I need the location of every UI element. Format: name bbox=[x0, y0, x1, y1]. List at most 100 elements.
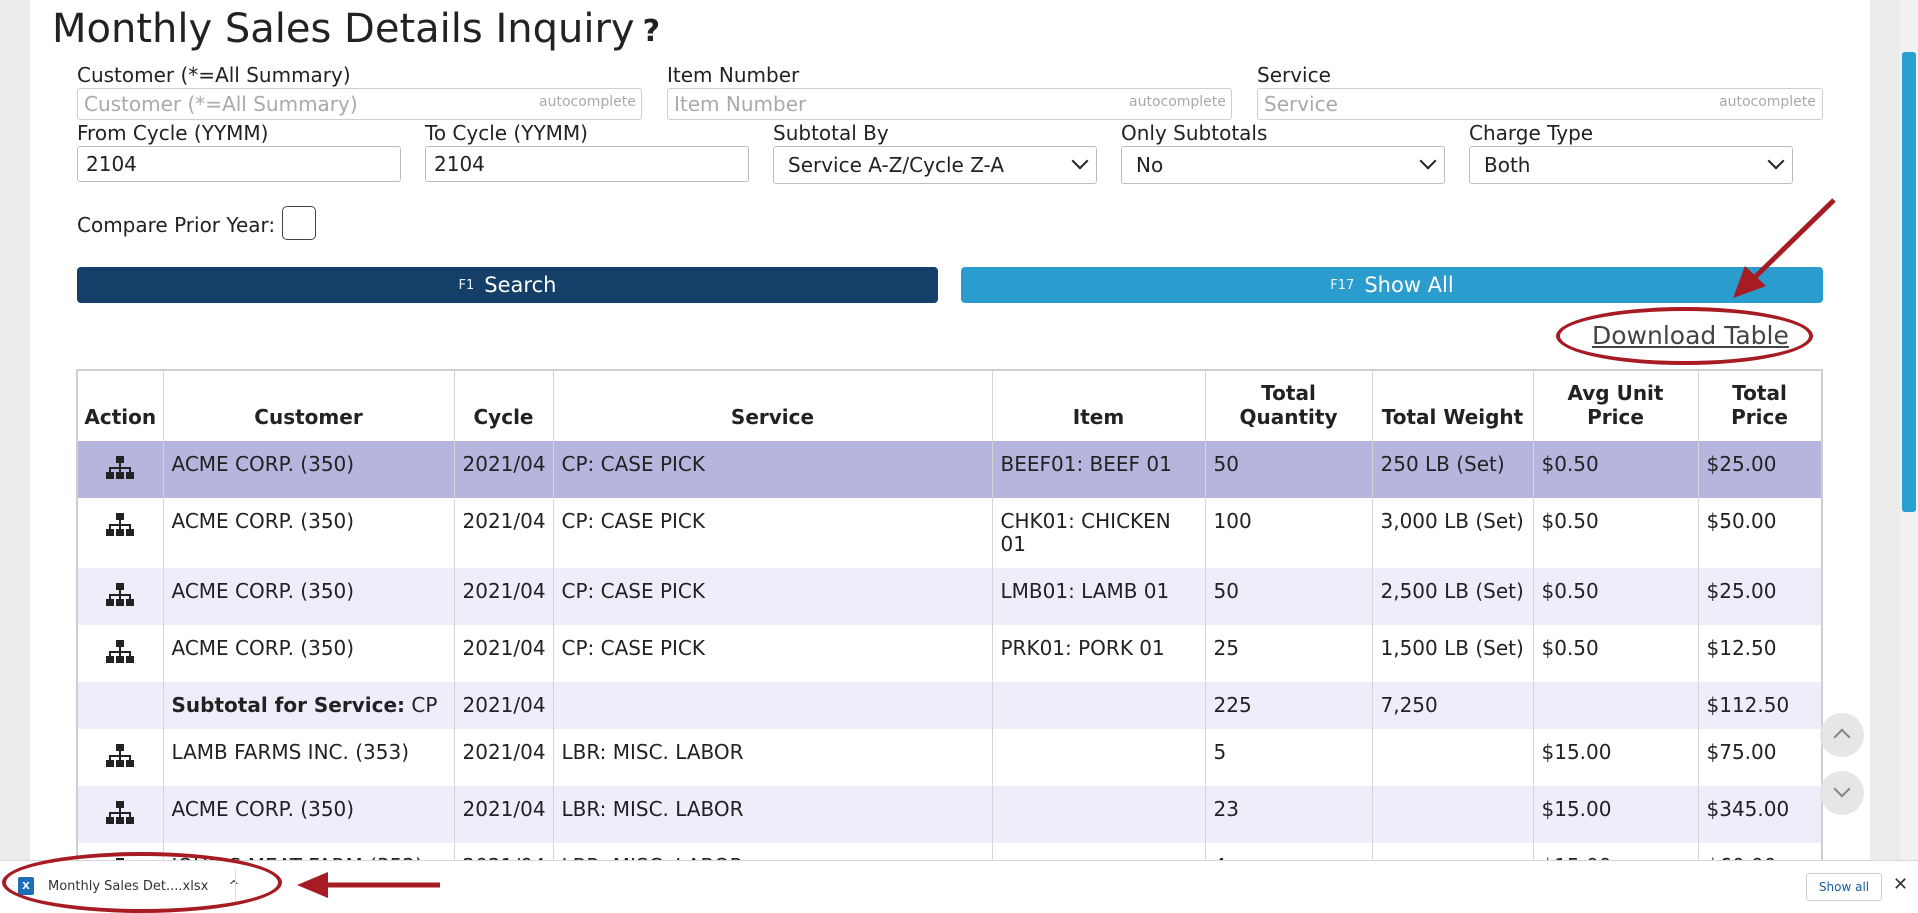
hierarchy-icon[interactable] bbox=[105, 582, 135, 608]
quantity-cell: 225 bbox=[1205, 682, 1373, 729]
weight-cell: 1,500 LB (Set) bbox=[1372, 625, 1534, 682]
service-input[interactable] bbox=[1257, 88, 1823, 120]
quantity-cell: 5 bbox=[1205, 729, 1373, 786]
avg-price-cell: $0.50 bbox=[1533, 498, 1699, 568]
avg-price-cell: $0.50 bbox=[1533, 441, 1699, 498]
service-label: Service bbox=[1257, 63, 1331, 87]
to-cycle-label: To Cycle (YYMM) bbox=[425, 121, 588, 145]
avg-price-cell bbox=[1533, 682, 1699, 729]
chevron-down-icon bbox=[1419, 152, 1437, 170]
hierarchy-icon[interactable] bbox=[105, 800, 135, 826]
table-row[interactable]: ACME CORP. (350) 2021/04 CP: CASE PICK P… bbox=[78, 625, 1821, 682]
service-cell: LBR: MISC. LABOR bbox=[553, 786, 993, 843]
compare-prior-year-checkbox[interactable] bbox=[282, 206, 316, 240]
charge-type-select[interactable]: Both bbox=[1469, 146, 1793, 184]
action-cell[interactable] bbox=[78, 729, 164, 786]
column-header-total-weight[interactable]: Total Weight bbox=[1372, 371, 1534, 441]
page-scrollbar-thumb[interactable] bbox=[1902, 52, 1916, 512]
close-icon[interactable]: ✕ bbox=[1893, 874, 1909, 895]
cycle-cell: 2021/04 bbox=[454, 498, 554, 568]
action-cell bbox=[78, 682, 164, 729]
hierarchy-icon[interactable] bbox=[105, 455, 135, 481]
cycle-cell: 2021/04 bbox=[454, 786, 554, 843]
to-cycle-input[interactable] bbox=[425, 146, 749, 182]
customer-autocomplete-hint: autocomplete bbox=[539, 94, 636, 110]
column-header-cycle[interactable]: Cycle bbox=[454, 371, 554, 441]
weight-cell: 7,250 bbox=[1372, 682, 1534, 729]
table-row[interactable]: ACME CORP. (350) 2021/04 CP: CASE PICK L… bbox=[78, 568, 1821, 625]
from-cycle-input[interactable] bbox=[77, 146, 401, 182]
total-price-cell: $345.00 bbox=[1698, 786, 1821, 843]
quantity-cell: 25 bbox=[1205, 625, 1373, 682]
total-price-cell: $60.00 bbox=[1698, 843, 1821, 860]
table-row[interactable]: ACME CORP. (350) 2021/04 CP: CASE PICK B… bbox=[78, 441, 1821, 498]
page-title: Monthly Sales Details Inquiry? bbox=[52, 6, 660, 52]
weight-cell: 250 LB (Set) bbox=[1372, 441, 1534, 498]
show-all-button[interactable]: F17 Show All bbox=[961, 267, 1823, 303]
column-header-action[interactable]: Action bbox=[78, 371, 164, 441]
item-cell bbox=[992, 786, 1206, 843]
search-button-label: Search bbox=[484, 273, 557, 297]
table-row[interactable]: JOHN'S MEAT FARM (352) 2021/04 LBR: MISC… bbox=[78, 843, 1821, 860]
charge-type-label: Charge Type bbox=[1469, 121, 1594, 145]
hierarchy-icon[interactable] bbox=[105, 743, 135, 769]
item-number-autocomplete-hint: autocomplete bbox=[1129, 94, 1226, 110]
weight-cell bbox=[1372, 729, 1534, 786]
page-title-text: Monthly Sales Details Inquiry bbox=[52, 6, 635, 52]
column-header-service[interactable]: Service bbox=[553, 371, 993, 441]
column-header-total-quantity[interactable]: Total Quantity bbox=[1205, 371, 1373, 441]
column-header-item[interactable]: Item bbox=[992, 371, 1206, 441]
results-table-container[interactable]: Action Customer Cycle Service Item Total… bbox=[76, 369, 1823, 860]
total-price-cell: $25.00 bbox=[1698, 568, 1821, 625]
quantity-cell: 4 bbox=[1205, 843, 1373, 860]
table-row[interactable]: ACME CORP. (350) 2021/04 CP: CASE PICK C… bbox=[78, 498, 1821, 568]
scroll-down-button[interactable] bbox=[1820, 771, 1864, 815]
only-subtotals-label: Only Subtotals bbox=[1121, 121, 1268, 145]
customer-cell: ACME CORP. (350) bbox=[163, 568, 455, 625]
weight-cell bbox=[1372, 843, 1534, 860]
total-price-cell: $75.00 bbox=[1698, 729, 1821, 786]
chevron-down-icon bbox=[1833, 780, 1851, 798]
customer-input[interactable] bbox=[77, 88, 642, 120]
column-header-avg-unit-price[interactable]: Avg Unit Price bbox=[1533, 371, 1699, 441]
only-subtotals-value: No bbox=[1136, 153, 1164, 177]
customer-label: Customer (*=All Summary) bbox=[77, 63, 351, 87]
item-cell bbox=[992, 682, 1206, 729]
subtotal-by-label: Subtotal By bbox=[773, 121, 889, 145]
item-number-input[interactable] bbox=[667, 88, 1232, 120]
column-header-customer[interactable]: Customer bbox=[163, 371, 455, 441]
compare-prior-year-label: Compare Prior Year: bbox=[77, 213, 276, 237]
annotation-ellipse-download-file bbox=[2, 852, 282, 913]
table-row[interactable]: LAMB FARMS INC. (353) 2021/04 LBR: MISC.… bbox=[78, 729, 1821, 786]
only-subtotals-select[interactable]: No bbox=[1121, 146, 1445, 184]
action-cell[interactable] bbox=[78, 625, 164, 682]
search-fkey-label: F1 bbox=[458, 277, 475, 293]
column-header-total-price[interactable]: Total Price bbox=[1698, 371, 1821, 441]
show-all-downloads-button[interactable]: Show all bbox=[1806, 873, 1882, 901]
help-icon[interactable]: ? bbox=[642, 13, 660, 49]
table-row[interactable]: ACME CORP. (350) 2021/04 LBR: MISC. LABO… bbox=[78, 786, 1821, 843]
action-cell[interactable] bbox=[78, 498, 164, 568]
subtotal-label: Subtotal for Service: bbox=[171, 693, 406, 717]
search-button[interactable]: F1 Search bbox=[77, 267, 938, 303]
cycle-cell: 2021/04 bbox=[454, 568, 554, 625]
hierarchy-icon[interactable] bbox=[105, 639, 135, 665]
service-cell: CP: CASE PICK bbox=[553, 498, 993, 568]
subtotal-by-select[interactable]: Service A-Z/Cycle Z-A bbox=[773, 146, 1097, 184]
action-cell[interactable] bbox=[78, 441, 164, 498]
hierarchy-icon[interactable] bbox=[105, 512, 135, 538]
action-cell[interactable] bbox=[78, 568, 164, 625]
avg-price-cell: $0.50 bbox=[1533, 625, 1699, 682]
charge-type-value: Both bbox=[1484, 153, 1531, 177]
right-gutter bbox=[1870, 0, 1900, 860]
customer-cell: JOHN'S MEAT FARM (352) bbox=[163, 843, 455, 860]
scroll-up-button[interactable] bbox=[1820, 713, 1864, 757]
service-cell: LBR: MISC. LABOR bbox=[553, 729, 993, 786]
customer-cell: LAMB FARMS INC. (353) bbox=[163, 729, 455, 786]
weight-cell bbox=[1372, 786, 1534, 843]
total-price-cell: $25.00 bbox=[1698, 441, 1821, 498]
subtotal-row: Subtotal for Service: CP 2021/04 225 7,2… bbox=[78, 682, 1821, 729]
item-cell: LMB01: LAMB 01 bbox=[992, 568, 1206, 625]
item-cell: BEEF01: BEEF 01 bbox=[992, 441, 1206, 498]
action-cell[interactable] bbox=[78, 786, 164, 843]
